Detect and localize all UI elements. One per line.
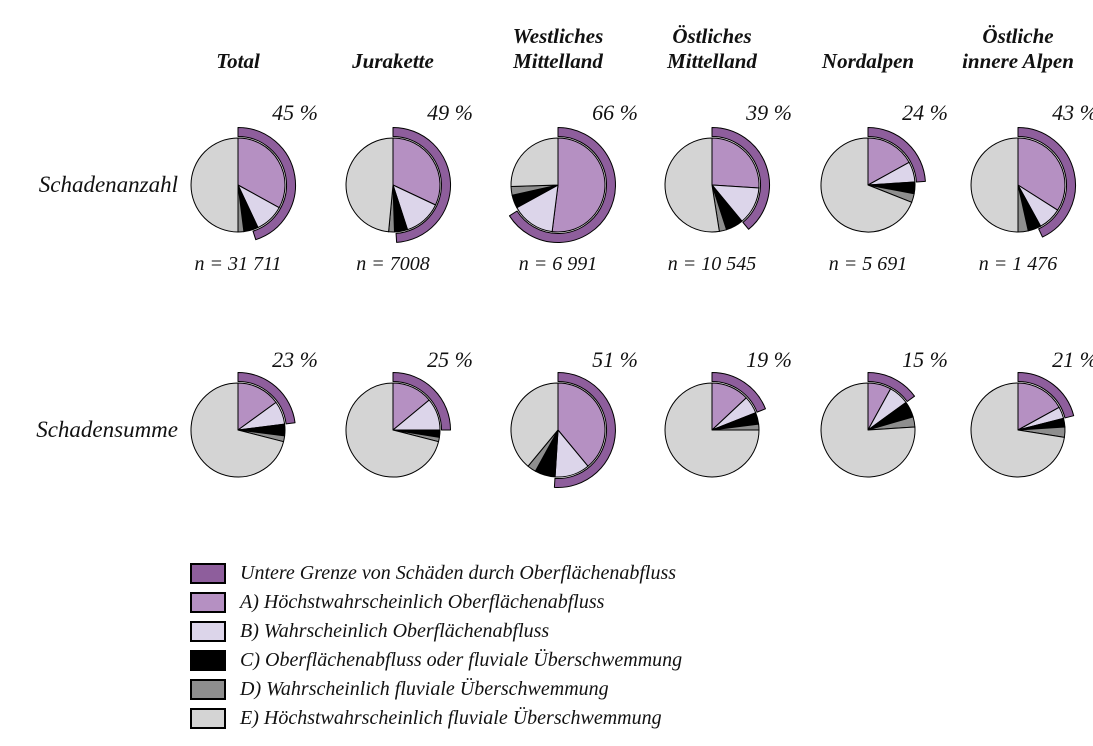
pct-label-schadenanzahl-oestliches-mittelland: 39 %: [746, 100, 792, 125]
pct-label-schadensumme-westliches-mittelland: 51 %: [592, 347, 638, 372]
pie-schadensumme-total: [178, 370, 298, 490]
legend-label-a: A) Höchstwahrscheinlich Oberflächenabflu…: [240, 591, 605, 613]
pct-label-schadenanzahl-jurakette: 49 %: [427, 100, 473, 125]
n-label-jurakette: n = 7008: [356, 253, 430, 275]
pct-label-schadenanzahl-nordalpen: 24 %: [902, 100, 948, 125]
pct-label-schadensumme-jurakette: 25 %: [427, 347, 473, 372]
n-label-oestliches-mittelland: n = 10 545: [667, 253, 757, 275]
legend-label-d: D) Wahrscheinlich fluviale Überschwemmun…: [240, 678, 609, 700]
legend-row-a: A) Höchstwahrscheinlich Oberflächenabflu…: [190, 591, 682, 614]
legend-row-d: D) Wahrscheinlich fluviale Überschwemmun…: [190, 678, 682, 701]
legend-label-bound: Untere Grenze von Schäden durch Oberfläc…: [240, 562, 677, 584]
pct-label-schadensumme-oestliche-innere-alpen: 21 %: [1052, 347, 1093, 372]
column-header-nordalpen: Nordalpen: [821, 48, 915, 73]
pct-label-schadensumme-total: 23 %: [272, 347, 318, 372]
pie-schadenanzahl-westliches-mittelland: [498, 125, 618, 245]
pie-schadenanzahl-oestliche-innere-alpen: [958, 125, 1078, 245]
legend-label-b: B) Wahrscheinlich Oberflächenabfluss: [240, 620, 550, 642]
legend-row-b: B) Wahrscheinlich Oberflächenabfluss: [190, 620, 682, 643]
pie-schadensumme-nordalpen: [808, 370, 928, 490]
column-header-westliches-mittelland: Westliches Mittelland: [512, 23, 604, 73]
n-label-westliches-mittelland: n = 6 991: [518, 253, 598, 275]
legend-label-c: C) Oberflächenabfluss oder fluviale Über…: [240, 649, 683, 671]
pie-schadenanzahl-total: [178, 125, 298, 245]
n-label-nordalpen: n = 5 691: [828, 253, 908, 275]
pct-label-schadensumme-nordalpen: 15 %: [902, 347, 948, 372]
legend-swatch-c: [190, 650, 226, 671]
n-label-total: n = 31 711: [194, 253, 282, 275]
pct-label-schadenanzahl-total: 45 %: [272, 100, 318, 125]
pie-schadensumme-jurakette: [333, 370, 453, 490]
pct-label-schadenanzahl-oestliche-innere-alpen: 43 %: [1052, 100, 1093, 125]
legend-swatch-e: [190, 708, 226, 729]
pie-schadensumme-oestliche-innere-alpen: [958, 370, 1078, 490]
legend-swatch-bound: [190, 563, 226, 584]
row-label-schadenanzahl: Schadenanzahl: [38, 172, 178, 197]
pct-label-schadenanzahl-westliches-mittelland: 66 %: [592, 100, 638, 125]
legend-swatch-d: [190, 679, 226, 700]
column-header-oestliches-mittelland: Östliches Mittelland: [667, 23, 757, 73]
legend: Untere Grenze von Schäden durch Oberfläc…: [190, 562, 682, 736]
pie-schadensumme-oestliches-mittelland: [652, 370, 772, 490]
legend-row-e: E) Höchstwahrscheinlich fluviale Übersch…: [190, 707, 682, 730]
legend-label-e: E) Höchstwahrscheinlich fluviale Übersch…: [240, 707, 662, 729]
legend-row-bound: Untere Grenze von Schäden durch Oberfläc…: [190, 562, 682, 585]
pie-schadenanzahl-jurakette: [333, 125, 453, 245]
column-header-total: Total: [216, 48, 260, 73]
pct-label-schadensumme-oestliches-mittelland: 19 %: [746, 347, 792, 372]
legend-swatch-a: [190, 592, 226, 613]
legend-row-c: C) Oberflächenabfluss oder fluviale Über…: [190, 649, 682, 672]
column-header-jurakette: Jurakette: [352, 48, 434, 73]
pie-schadensumme-westliches-mittelland: [498, 370, 618, 490]
pie-schadenanzahl-oestliches-mittelland: [652, 125, 772, 245]
legend-swatch-b: [190, 621, 226, 642]
n-label-oestliche-innere-alpen: n = 1 476: [978, 253, 1058, 275]
row-label-schadensumme: Schadensumme: [36, 417, 178, 442]
column-header-oestliche-innere-alpen: Östliche innere Alpen: [962, 23, 1074, 73]
pie-schadenanzahl-nordalpen: [808, 125, 928, 245]
